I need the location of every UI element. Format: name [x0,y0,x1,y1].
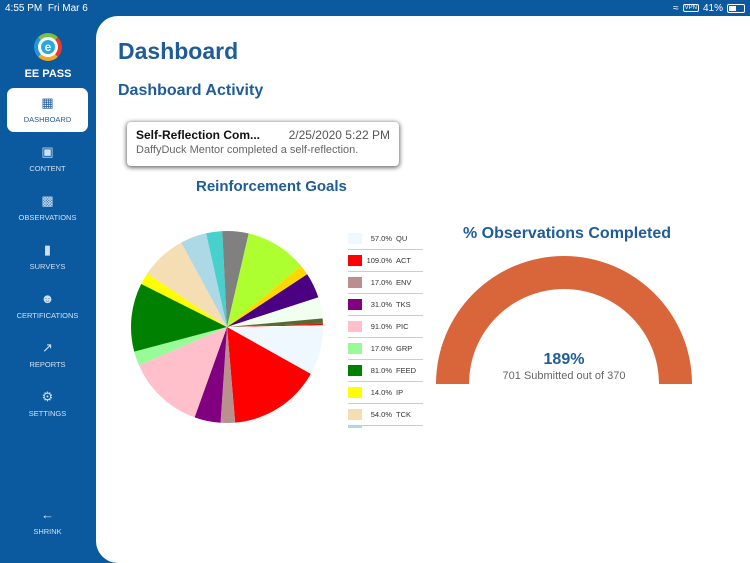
legend-label: ENV [396,278,412,287]
sidebar-item-dashboard[interactable]: ▦ DASHBOARD [7,88,88,132]
legend-item: 17.0% ENV [348,272,423,294]
sidebar-item-observations[interactable]: ▩ OBSERVATIONS [18,193,77,223]
pie-slice-ip [141,273,227,327]
legend-label: TCK [396,410,411,419]
legend-item: 31.0% TKS [348,294,423,316]
legend-label: TKS [396,300,411,309]
gauge-title: % Observations Completed [463,225,672,242]
legend-swatch [348,409,362,420]
sidebar-item-content[interactable]: ▣ CONTENT [29,144,66,174]
legend-value: 54.0% [370,410,392,419]
image-icon: ▣ [41,144,54,159]
legend-value: 31.0% [370,300,392,309]
legend-swatch [348,343,362,354]
arrow-left-icon: ← [41,507,54,522]
legend-label: IP [396,388,404,397]
pie-slice [227,318,323,327]
bar-chart-icon: ▩ [41,193,54,208]
legend-value: 57.0% [370,234,392,243]
dashboard-icon: ▦ [41,95,54,110]
legend-swatch [348,277,362,288]
legend-value: 14.0% [370,388,392,397]
legend-swatch [348,233,362,244]
legend-item: 109.0% ACT [348,250,423,272]
legend-label: PIC [396,322,409,331]
legend-value: 17.0% [370,344,392,353]
pie-slice-qu [227,327,323,374]
pie-slice-env [220,327,236,423]
brand-name: EE PASS [24,68,72,80]
legend-item: 54.0% TCK [348,404,423,426]
legend-value: 81.0% [370,366,392,375]
pie-slice-grp [134,327,227,366]
legend-swatch [348,387,362,398]
legend-value: 91.0% [370,322,392,331]
pie-slice [227,297,323,327]
pie-slice [227,323,323,327]
activity-heading: Dashboard Activity [118,82,264,99]
trend-icon: ↗ [42,340,53,355]
sidebar: e EE PASS ▦ DASHBOARD ▣ CONTENT ▩ OBSERVATI… [0,16,96,563]
activity-card[interactable]: Self-Reflection Com... 2/25/2020 5:22 PM… [127,122,399,166]
pie-slice [227,325,323,327]
activity-message: DaffyDuck Mentor completed a self-reflec… [136,144,359,156]
pie-slice-act [227,327,311,423]
legend-label: GRP [396,344,413,353]
legend-value: 17.0% [370,278,392,287]
activity-date: 2/25/2020 5:22 PM [288,128,390,142]
legend-swatch [348,365,362,376]
ee-pass-logo: e [34,33,62,61]
legend-swatch [348,321,362,332]
gauge-arc [436,256,692,384]
legend-value: 109.0% [366,256,392,265]
gear-icon: ⚙ [41,389,54,404]
page-title: Dashboard [118,38,239,64]
pie-slice-tck [147,242,227,327]
pie-slice [222,231,249,327]
legend-swatch [348,255,362,266]
main-content: Dashboard Dashboard Activity Self-Reflec… [96,16,750,563]
legend-label: ACT [396,256,411,265]
vpn-badge: VPN [682,4,699,12]
wifi-icon: ≈ [673,2,679,14]
pie-slice-feed [131,283,227,352]
sidebar-item-settings[interactable]: ⚙ SETTINGS [28,389,67,419]
pie-slice [227,265,308,327]
gauge-percent: 189% [543,351,585,368]
pie-slice-tks [194,327,227,423]
pie-legend: 57.0% QU 109.0% ACT 17.0% ENV 31.0% TKS 91.0% PIC… [348,228,423,428]
pie-slice [227,274,319,327]
gauge-chart [436,256,692,384]
status-time: 4:55 PM [5,2,43,14]
legend-item: 14.0% IP [348,382,423,404]
battery-icon [727,3,745,13]
legend-label: QU [396,234,408,243]
pie-slice [181,233,227,327]
pie-chart [131,231,323,423]
activity-title: Self-Reflection Com... [136,128,261,142]
sidebar-item-surveys[interactable]: ▮ SURVEYS [29,242,66,272]
book-icon: ▮ [43,242,52,257]
sidebar-item-certifications[interactable]: ☻ CERTIFICATIONS [16,291,79,321]
legend-item: 91.0% PIC [348,316,423,338]
legend-item: 81.0% FEED [348,360,423,382]
status-bar: 4:55 PM Fri Mar 6 ≈ VPN 41% [0,0,750,16]
shrink-button[interactable]: ← SHRINK [33,507,62,537]
legend-item: 17.0% GRP [348,338,423,360]
battery-percent: 41% [702,2,723,14]
pie-slice [227,233,302,327]
status-date: Fri Mar 6 [47,2,88,14]
legend-label: FEED [396,366,417,375]
legend-swatch [348,299,362,310]
pie-slice-pic [139,327,227,418]
legend-overflow [348,426,362,428]
person-check-icon: ☻ [40,291,55,306]
gauge-subtitle: 701 Submitted out of 370 [502,370,626,382]
pie-title: Reinforcement Goals [196,178,347,195]
legend-item: 57.0% QU [348,228,423,250]
pie-slice [206,231,227,327]
sidebar-item-reports[interactable]: ↗ REPORTS [29,340,66,370]
